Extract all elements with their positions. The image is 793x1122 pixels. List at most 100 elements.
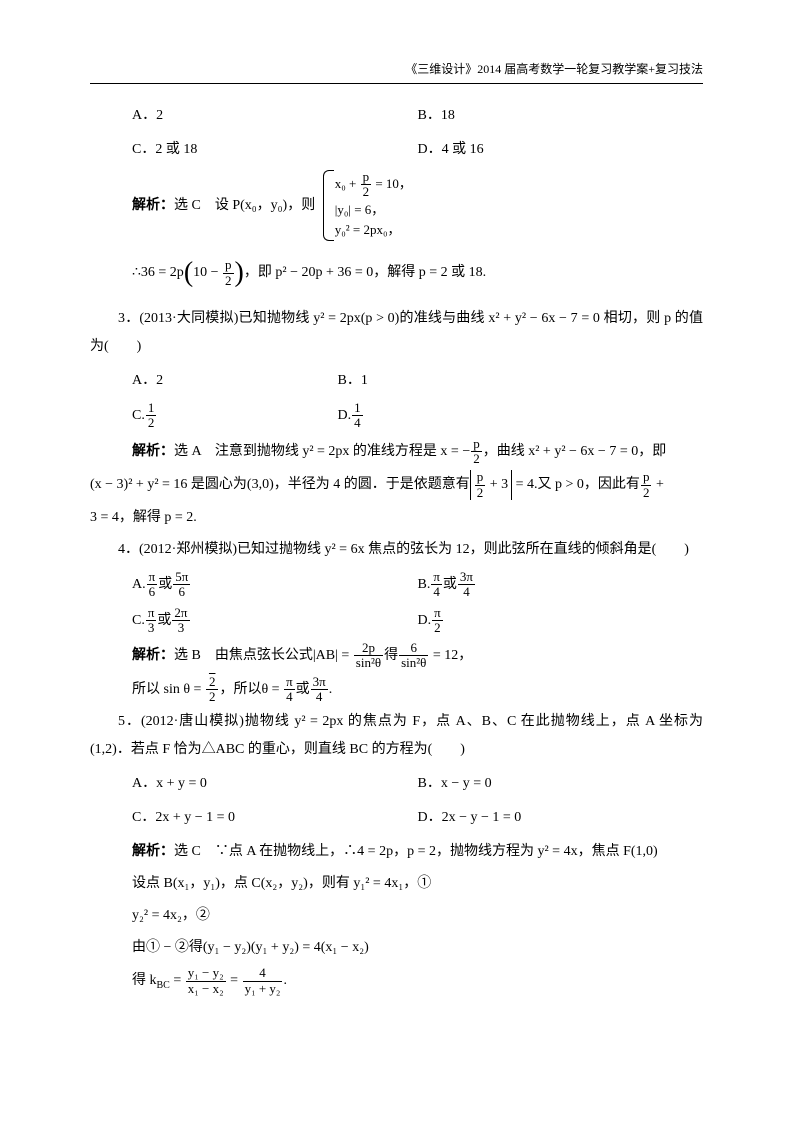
pre: D. (338, 408, 352, 423)
f: π6 (147, 570, 158, 600)
f2p: 2psin²θ (354, 641, 383, 671)
n: 2 (206, 675, 219, 690)
q3-solution-2: (x − 3)² + y² = 16 是圆心为(3,0)，半径为 4 的圆．于是… (90, 470, 703, 500)
q-prev-solution-2: ∴36 = 2p10 − p2，即 p² − 20p + 36 = 0，解得 p… (132, 245, 703, 301)
page: 《三维设计》2014 届高考数学一轮复习教学案+复习技法 A．2 B．18 C．… (0, 0, 793, 1122)
f: π2 (432, 606, 443, 636)
f2: 3π4 (458, 570, 475, 600)
d: 6 (173, 585, 190, 599)
d: 2 (223, 274, 234, 288)
abs: p2 + 3 (470, 470, 512, 500)
d: 2 (361, 185, 372, 199)
fsqrt2: 22 (206, 675, 219, 705)
q3-opt-d: D.14 (338, 401, 544, 431)
d: 2 (432, 621, 443, 635)
q-prev-opt-b: B．18 (418, 102, 704, 130)
q-prev-opt-d: D．4 或 16 (418, 136, 704, 164)
q4-solution-1: 解析：选 B 由焦点弦长公式|AB| = 2psin²θ得6sin²θ = 12… (132, 641, 703, 671)
fy12: y₁ − y₂x₁ − x₂ (186, 966, 226, 996)
q3-opt-a: A．2 (132, 367, 338, 395)
n: 1 (352, 401, 363, 416)
f4y: 4y₁ + y₂ (243, 966, 283, 996)
p: D. (418, 613, 432, 628)
m: 或 (443, 577, 457, 592)
n: p (641, 470, 652, 485)
f6: 6sin²θ (399, 641, 428, 671)
solution-label: 解析： (132, 844, 174, 859)
q5-solution-4: 由① − ②得(y₁ − y₂)(y₁ + y₂) = 4(x₁ − x₂) (132, 934, 703, 962)
q3-stem: 3．(2013·大同模拟)已知抛物线 y² = 2px(p > 0)的准线与曲线… (90, 305, 703, 361)
q4-stem: 4．(2012·郑州模拟)已知过抛物线 y² = 6x 焦点的弦长为 12，则此… (90, 536, 703, 564)
s1a: 由焦点弦长公式|AB| = (201, 648, 353, 663)
frac-p2c: p2 (471, 437, 482, 467)
d: 4 (431, 585, 442, 599)
n: 4 (243, 966, 283, 981)
solution-label: 解析： (132, 198, 174, 213)
q3-options-row2: C.12 D.14 (132, 401, 703, 431)
d: y₁ + y₂ (243, 982, 283, 996)
q5-options-row2: C．2x + y − 1 = 0 D．2x − y − 1 = 0 (132, 804, 703, 832)
s1b: ，曲线 x² + y² − 6x − 7 = 0，即 (483, 444, 666, 459)
d: 2 (146, 416, 157, 430)
d: 3 (146, 621, 157, 635)
q4-opt-a: A.π6或5π6 (132, 570, 418, 600)
s2b: + 3 (486, 477, 508, 492)
q5-solution-1: 解析：选 C ∵点 A 在抛物线上，∴4 = 2p，p = 2，抛物线方程为 y… (132, 838, 703, 866)
s1: ∵点 A 在抛物线上，∴4 = 2p，p = 2，抛物线方程为 y² = 4x，… (201, 844, 658, 859)
big-paren: 10 − p2 (184, 245, 244, 301)
n: 3π (458, 570, 475, 585)
q4-opt-b: B.π4或3π4 (418, 570, 704, 600)
n: π (431, 570, 442, 585)
s2c: = 4.又 p > 0，因此有 (512, 477, 640, 492)
d: sin²θ (354, 656, 383, 670)
p: A. (132, 577, 146, 592)
sub-bc: BC (157, 980, 170, 991)
solution-choice: 选 C (174, 844, 201, 859)
n: 2p (354, 641, 383, 656)
q4-options-row1: A.π6或5π6 B.π4或3π4 (132, 570, 703, 600)
q-prev-options-row2: C．2 或 18 D．4 或 16 (132, 136, 703, 164)
m: 或 (158, 577, 172, 592)
n: 5π (173, 570, 190, 585)
header-rule (90, 83, 703, 84)
n: π (284, 675, 295, 690)
q5-opt-a: A．x + y = 0 (132, 770, 418, 798)
brace-row2: |y₀| = 6， (335, 200, 412, 221)
solution-choice: 选 B (174, 648, 201, 663)
s1c: = 12， (429, 648, 472, 663)
d: 4 (458, 585, 475, 599)
s5b: = (170, 973, 185, 988)
d: 4 (284, 690, 295, 704)
d: 3 (172, 621, 189, 635)
frac-quarter: 14 (352, 401, 363, 431)
q-prev-opt-c: C．2 或 18 (132, 136, 418, 164)
br1b: = 10， (372, 176, 412, 191)
d: x₁ − x₂ (186, 982, 226, 996)
q3-solution-3: 3 = 4，解得 p = 2. (90, 504, 703, 532)
frac-p2e: p2 (641, 470, 652, 500)
q5-solution-5: 得 kBC = y₁ − y₂x₁ − x₂ = 4y₁ + y₂. (132, 966, 703, 996)
n: 6 (399, 641, 428, 656)
solution-label: 解析： (132, 444, 174, 459)
solution-choice: 选 A (174, 444, 201, 459)
q3-opt-b: B．1 (338, 367, 544, 395)
q5-opt-b: B．x − y = 0 (418, 770, 704, 798)
fpi4: π4 (284, 675, 295, 705)
d: 6 (147, 585, 158, 599)
frac-p2b: p2 (223, 258, 234, 288)
n: p (471, 437, 482, 452)
f2: 5π6 (173, 570, 190, 600)
d: 2 (641, 486, 652, 500)
q3-opt-c: C.12 (132, 401, 338, 431)
q3-stem-text: 3．(2013·大同模拟)已知抛物线 y² = 2px(p > 0)的准线与曲线… (90, 311, 703, 354)
sol-text: 设 P(x₀，y₀)，则 (201, 198, 315, 213)
n: p (361, 170, 372, 185)
q-prev-options-row1: A．2 B．18 (132, 102, 703, 130)
pre: C. (132, 408, 145, 423)
s5d: . (283, 973, 287, 988)
brace-row3: y₀² = 2px₀， (335, 220, 412, 241)
m: 或 (157, 613, 171, 628)
d: 4 (311, 690, 328, 704)
f3pi4: 3π4 (311, 675, 328, 705)
s2a: ∴36 = 2p (132, 265, 184, 280)
